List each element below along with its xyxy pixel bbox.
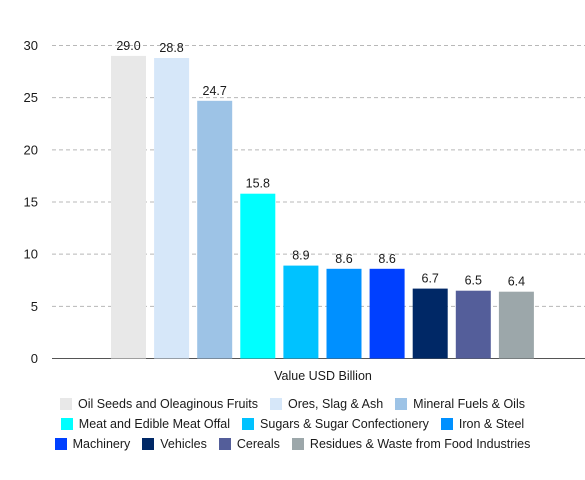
value-label: 8.9: [292, 249, 309, 263]
legend-label: Mineral Fuels & Oils: [413, 397, 525, 411]
bar[interactable]: [455, 290, 491, 359]
legend-swatch: [60, 398, 72, 410]
bar[interactable]: [283, 265, 319, 359]
value-label: 28.8: [159, 41, 183, 55]
bar[interactable]: [412, 288, 448, 359]
bar[interactable]: [197, 100, 233, 359]
legend-label: Machinery: [72, 437, 131, 451]
legend-swatch: [291, 438, 304, 450]
value-labels: 29.0 28.8 24.7 15.8 8.9 8.6 8.6 6.7 6.5 6.4: [116, 39, 525, 289]
legend-swatch: [142, 438, 155, 450]
legend-item[interactable]: Mineral Fuels & Oils: [395, 396, 525, 412]
bar[interactable]: [154, 58, 190, 359]
legend-swatch: [54, 438, 67, 450]
legend-swatch: [218, 438, 231, 450]
y-tick-label: 0: [31, 351, 38, 366]
legend-label: Iron & Steel: [458, 417, 525, 431]
bar[interactable]: [498, 291, 534, 359]
legend-label: Oil Seeds and Oleaginous Fruits: [78, 397, 258, 411]
legend-label: Ores, Slag & Ash: [287, 397, 384, 411]
legend-swatch: [395, 398, 408, 410]
value-label: 15.8: [246, 177, 270, 191]
gridlines: [52, 45, 585, 359]
value-label: 6.7: [422, 272, 439, 286]
legend-item[interactable]: Residues & Waste from Food Industries: [291, 436, 531, 452]
value-label: 6.5: [465, 274, 482, 288]
legend-item[interactable]: Vehicles: [142, 436, 207, 452]
value-label: 8.6: [378, 252, 395, 266]
bar[interactable]: [369, 268, 405, 359]
value-label: 8.6: [335, 252, 352, 266]
y-tick-label: 5: [31, 299, 38, 314]
bar[interactable]: [111, 55, 146, 359]
legend-item[interactable]: Oil Seeds and Oleaginous Fruits: [60, 396, 258, 412]
value-label: 24.7: [203, 84, 227, 98]
legend-label: Residues & Waste from Food Industries: [309, 437, 531, 451]
legend: Oil Seeds and Oleaginous Fruits Ores, Sla…: [20, 396, 565, 452]
legend-label: Vehicles: [160, 437, 207, 451]
legend-item[interactable]: Ores, Slag & Ash: [269, 396, 384, 412]
legend-label: Cereals: [236, 437, 280, 451]
value-label: 29.0: [116, 39, 140, 53]
legend-item[interactable]: Cereals: [218, 436, 280, 452]
legend-item[interactable]: Meat and Edible Meat Offal: [60, 416, 231, 432]
legend-item[interactable]: Iron & Steel: [440, 416, 525, 432]
legend-swatch: [60, 418, 73, 430]
y-tick-label: 30: [24, 38, 38, 53]
legend-item[interactable]: Sugars & Sugar Confectionery: [242, 416, 429, 432]
value-label: 6.4: [508, 275, 525, 289]
y-tick-label: 15: [24, 195, 38, 210]
bar-chart-plot: 0 5 10 15 20 25 30 29.0 28.8 24.7 15.8 8.9 8.6 8.6 6.…: [24, 38, 585, 383]
y-axis-ticks: 0 5 10 15 20 25 30: [24, 38, 38, 366]
x-axis-title: Value USD Billion: [274, 369, 372, 383]
legend-label: Sugars & Sugar Confectionery: [260, 417, 429, 431]
bar[interactable]: [326, 268, 362, 359]
y-tick-label: 25: [24, 90, 38, 105]
legend-swatch: [242, 418, 255, 430]
y-tick-label: 20: [24, 142, 38, 157]
legend-label: Meat and Edible Meat Offal: [78, 417, 231, 431]
legend-swatch: [269, 398, 282, 410]
legend-item[interactable]: Machinery: [54, 436, 131, 452]
bar[interactable]: [240, 193, 276, 359]
legend-swatch: [440, 418, 453, 430]
y-tick-label: 10: [24, 247, 38, 262]
bars: [111, 55, 534, 359]
